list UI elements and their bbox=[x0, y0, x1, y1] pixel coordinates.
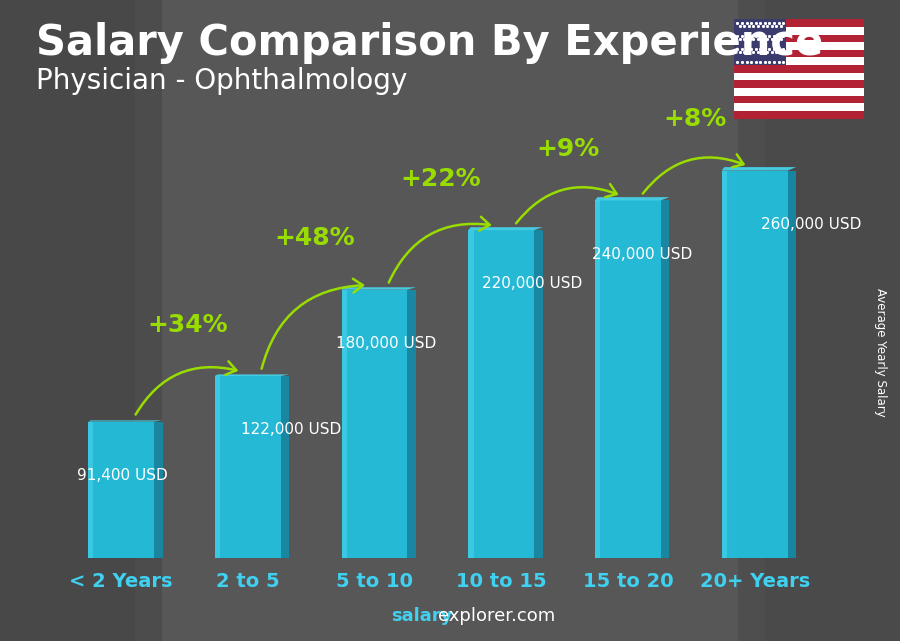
Bar bbox=[722, 171, 727, 558]
FancyArrowPatch shape bbox=[136, 362, 237, 415]
Bar bbox=[468, 230, 473, 558]
Polygon shape bbox=[595, 197, 670, 201]
Text: 220,000 USD: 220,000 USD bbox=[482, 276, 582, 291]
Text: Salary Comparison By Experience: Salary Comparison By Experience bbox=[36, 22, 824, 65]
Polygon shape bbox=[88, 420, 163, 422]
FancyBboxPatch shape bbox=[661, 201, 670, 558]
Text: explorer.com: explorer.com bbox=[438, 607, 555, 625]
Bar bbox=[734, 88, 864, 96]
Text: 240,000 USD: 240,000 USD bbox=[592, 247, 693, 262]
Bar bbox=[734, 35, 864, 42]
Text: +8%: +8% bbox=[663, 107, 726, 131]
Text: +34%: +34% bbox=[148, 313, 228, 337]
Polygon shape bbox=[468, 227, 543, 230]
Text: Physician - Ophthalmology: Physician - Ophthalmology bbox=[36, 67, 407, 96]
Text: 122,000 USD: 122,000 USD bbox=[241, 422, 342, 437]
Text: 180,000 USD: 180,000 USD bbox=[337, 336, 436, 351]
Bar bbox=[734, 19, 786, 65]
Bar bbox=[734, 103, 864, 111]
Bar bbox=[734, 96, 864, 103]
Bar bbox=[734, 19, 864, 27]
Polygon shape bbox=[722, 167, 796, 171]
FancyBboxPatch shape bbox=[154, 422, 163, 558]
Bar bbox=[135, 0, 765, 641]
FancyArrowPatch shape bbox=[516, 184, 616, 223]
FancyBboxPatch shape bbox=[281, 376, 289, 558]
Bar bbox=[88, 422, 94, 558]
Bar bbox=[734, 58, 864, 65]
Bar bbox=[341, 290, 408, 558]
Bar bbox=[734, 27, 864, 35]
Polygon shape bbox=[341, 287, 416, 290]
Bar bbox=[734, 80, 864, 88]
Bar bbox=[341, 290, 346, 558]
Text: Average Yearly Salary: Average Yearly Salary bbox=[874, 288, 886, 417]
Text: 260,000 USD: 260,000 USD bbox=[761, 217, 861, 232]
Text: +22%: +22% bbox=[400, 167, 482, 191]
Bar bbox=[734, 50, 864, 58]
Bar bbox=[595, 201, 600, 558]
FancyArrowPatch shape bbox=[389, 217, 490, 283]
Bar bbox=[468, 230, 534, 558]
Bar bbox=[595, 201, 661, 558]
Text: +9%: +9% bbox=[536, 137, 599, 161]
FancyBboxPatch shape bbox=[534, 230, 543, 558]
Text: salary: salary bbox=[392, 607, 453, 625]
Bar bbox=[0, 0, 162, 641]
Polygon shape bbox=[215, 374, 289, 376]
Text: 91,400 USD: 91,400 USD bbox=[76, 468, 167, 483]
Text: +48%: +48% bbox=[274, 226, 355, 251]
FancyBboxPatch shape bbox=[788, 171, 796, 558]
Bar bbox=[734, 65, 864, 72]
Bar bbox=[734, 42, 864, 50]
Bar bbox=[734, 111, 864, 119]
FancyBboxPatch shape bbox=[408, 290, 416, 558]
Bar bbox=[734, 72, 864, 80]
Bar bbox=[215, 376, 281, 558]
Bar bbox=[738, 0, 900, 641]
FancyArrowPatch shape bbox=[643, 154, 743, 194]
Bar bbox=[722, 171, 788, 558]
Bar bbox=[88, 422, 154, 558]
FancyArrowPatch shape bbox=[262, 279, 363, 369]
Bar bbox=[215, 376, 220, 558]
